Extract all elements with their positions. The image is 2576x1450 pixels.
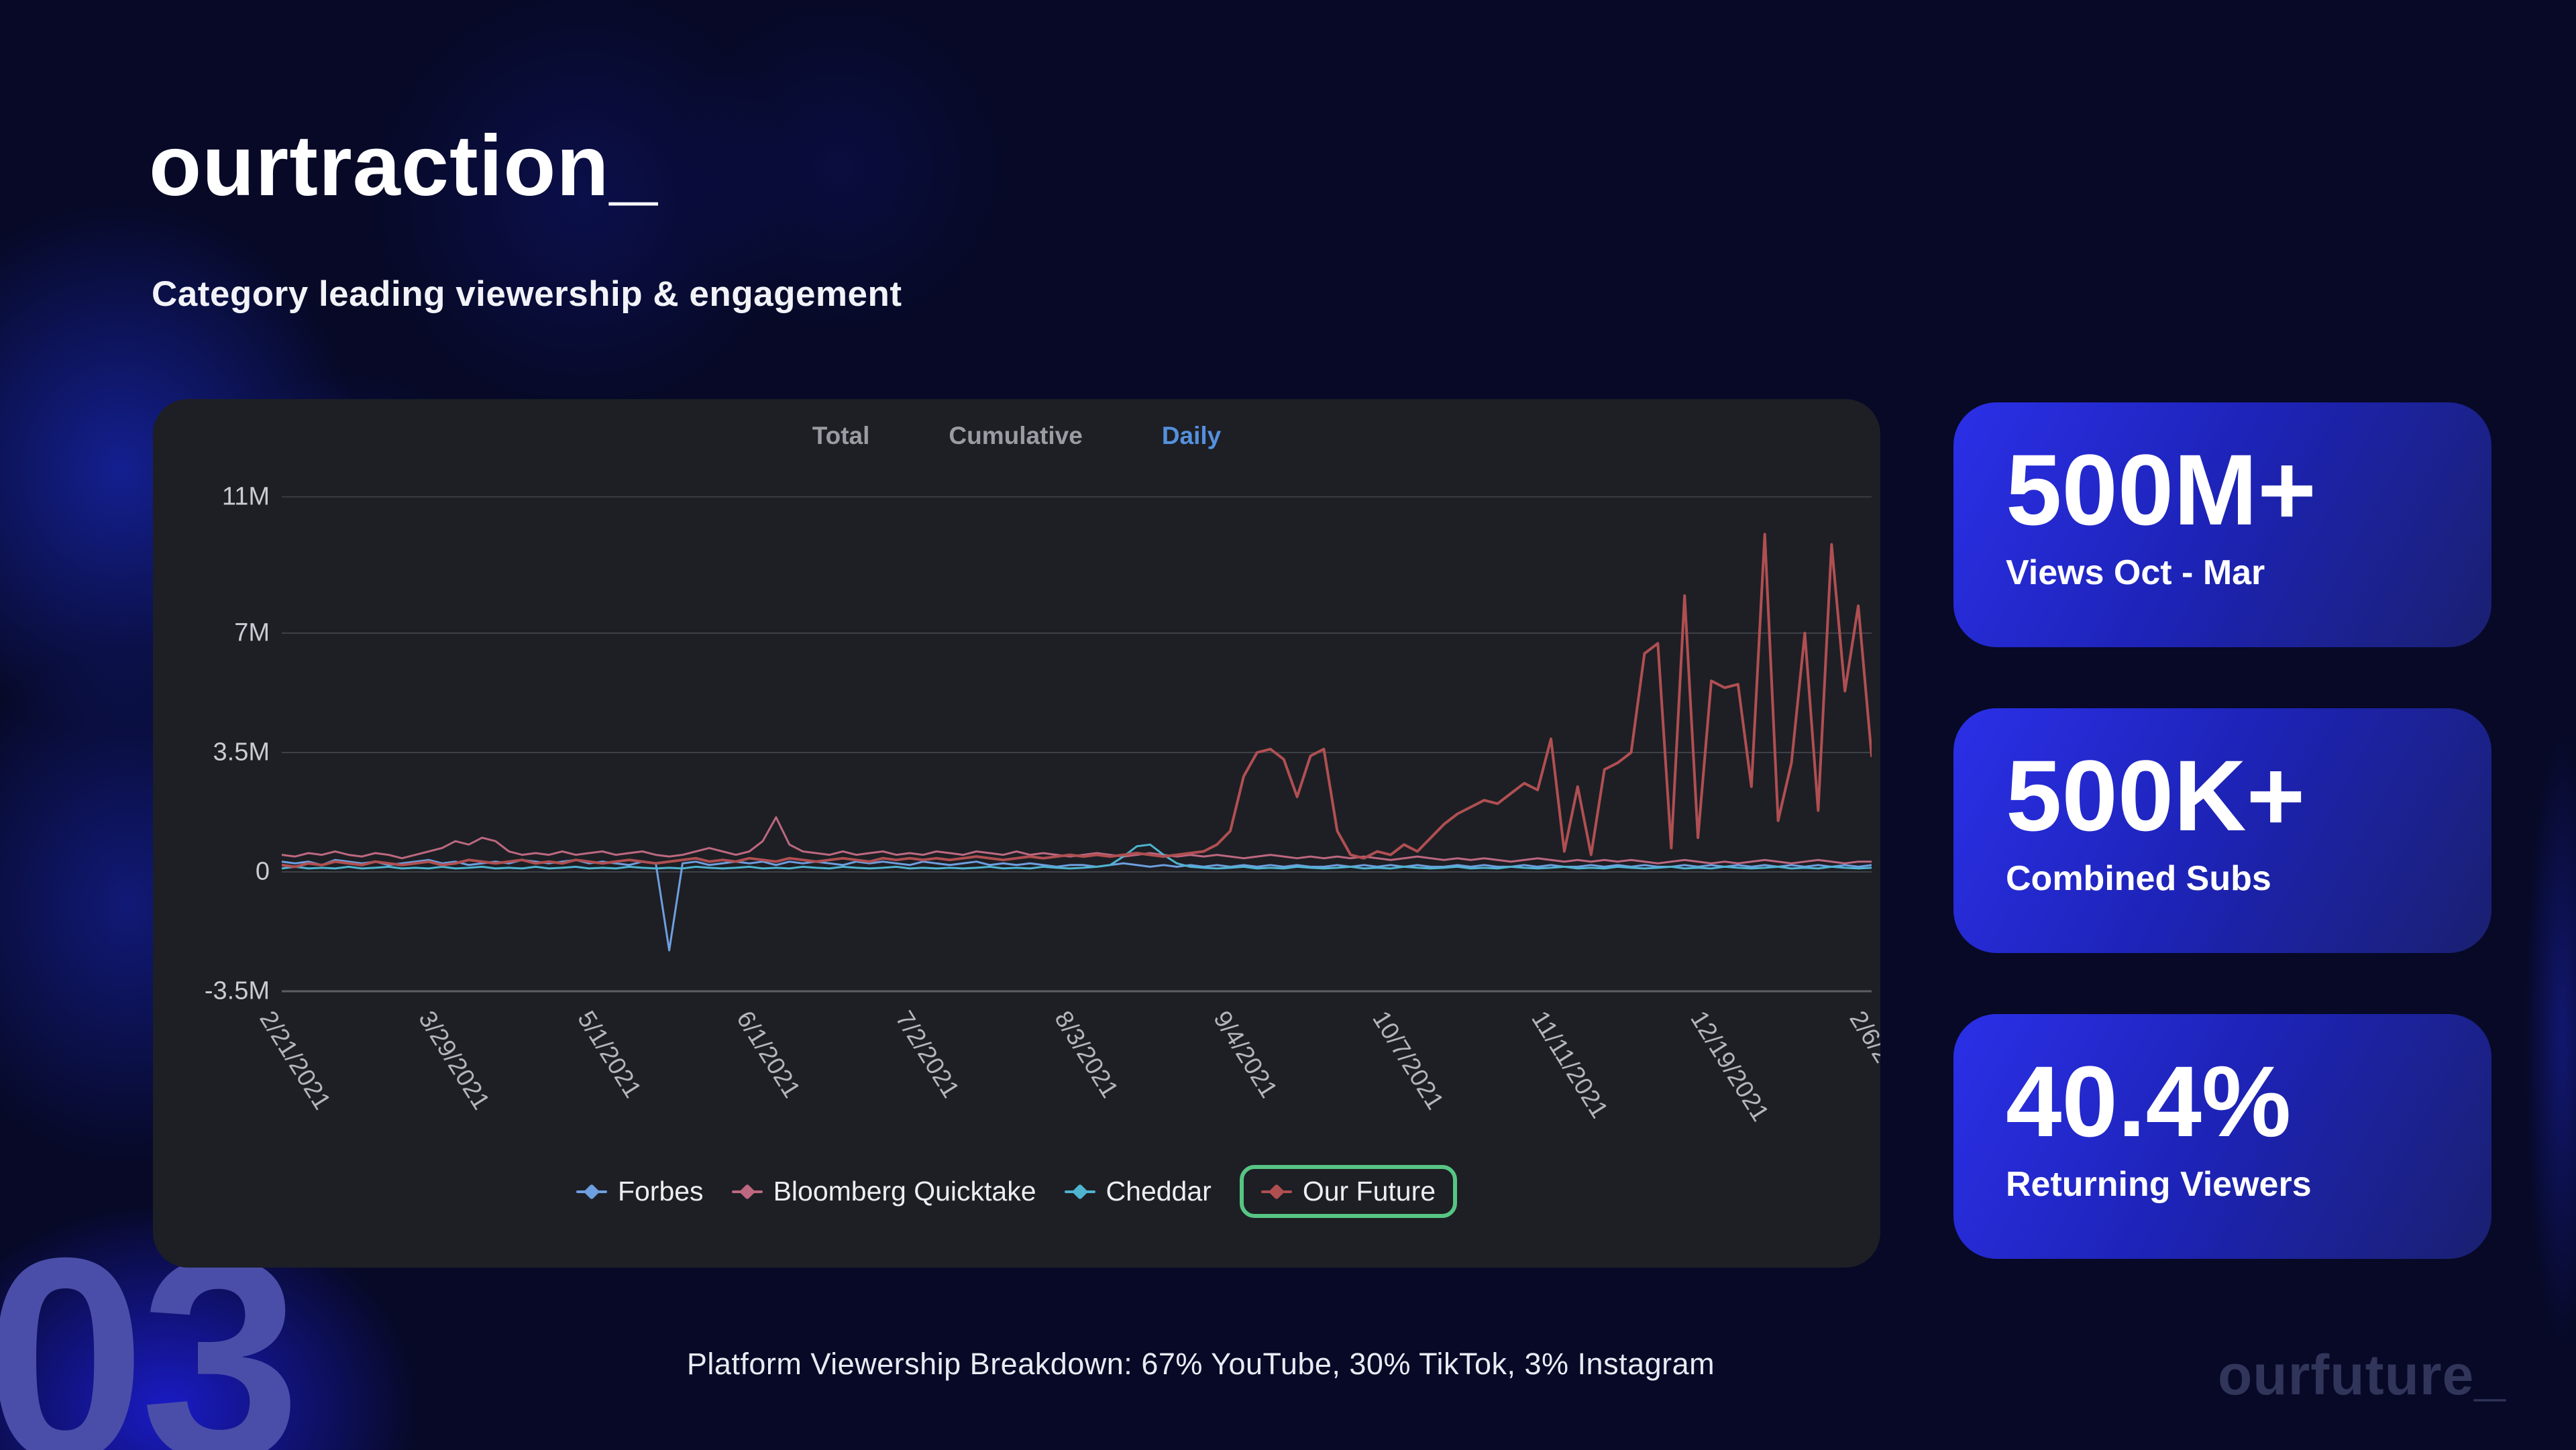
stat-value: 500M+ [2006,433,2316,546]
tab-daily[interactable]: Daily [1161,422,1222,449]
legend-item-our-future[interactable]: Our Future [1239,1165,1458,1218]
stat-card: 40.4% Returning Viewers [1953,1014,2491,1259]
x-tick-label: 5/1/2021 [572,1006,647,1103]
stat-value: 500K+ [2006,739,2306,852]
y-tick-label: 11M [221,482,270,511]
stat-value: 40.4% [2006,1045,2292,1158]
x-tick-label: 8/3/2021 [1049,1006,1124,1103]
x-tick-label: 2/21/2021 [254,1006,337,1115]
x-tick-label: 12/19/2021 [1685,1006,1775,1126]
tab-cumulative[interactable]: Cumulative [949,422,1083,449]
y-axis-labels: 11M 7M 3.5M 0 -3.5M [169,482,270,1006]
legend-label: Cheddar [1106,1176,1212,1207]
legend-label: Bloomberg Quicktake [773,1176,1036,1207]
y-tick-label: 3.5M [213,738,270,767]
x-tick-label: 10/7/2021 [1367,1006,1450,1115]
page-subtitle: Category leading viewership & engagement [152,274,902,314]
legend-marker-icon [1260,1183,1292,1200]
stat-label: Returning Viewers [2006,1164,2312,1204]
y-tick-label: 0 [255,857,270,886]
legend-marker-icon [731,1183,763,1200]
tab-total[interactable]: Total [812,422,870,449]
series-line-our-future [282,533,1872,869]
legend-label: Forbes [617,1176,704,1207]
x-tick-label: 3/29/2021 [413,1006,496,1115]
chart-legend: Forbes Bloomberg Quicktake Cheddar Our Futu… [153,1165,1880,1218]
legend-marker-icon [576,1183,607,1200]
x-tick-label: 6/1/2021 [731,1006,806,1103]
brand-watermark: ourfuture_ [2218,1343,2506,1406]
legend-label: Our Future [1302,1176,1436,1207]
page-title: ourtraction_ [149,118,658,214]
legend-item-cheddar[interactable]: Cheddar [1064,1176,1212,1207]
edge-glow [2509,604,2576,1450]
legend-item-forbes[interactable]: Forbes [576,1176,704,1207]
chart-panel: Total Cumulative Daily 11M 7M 3.5M 0 -3.5M 2/2… [153,399,1880,1268]
stat-cards: 500M+ Views Oct - Mar 500K+ Combined Subs 40… [1953,402,2491,1259]
x-tick-label: 9/4/2021 [1208,1006,1283,1103]
series-line-cheddar [282,843,1872,870]
y-tick-label: -3.5M [204,977,270,1005]
stat-card: 500M+ Views Oct - Mar [1953,402,2491,647]
stat-card: 500K+ Combined Subs [1953,708,2491,953]
footer-caption: Platform Viewership Breakdown: 67% YouTu… [686,1347,1715,1381]
legend-item-bloomberg-quicktake[interactable]: Bloomberg Quicktake [731,1176,1036,1207]
line-chart [282,496,1872,993]
y-tick-label: 7M [234,618,270,647]
stat-label: Combined Subs [2006,858,2271,898]
series-line-forbes [282,858,1872,952]
x-tick-label: 11/11/2021 [1526,1006,1614,1123]
chart-tabs: Total Cumulative Daily [153,422,1880,450]
background-glow [604,0,1073,402]
x-tick-label: 7/2/2021 [890,1006,965,1103]
stat-label: Views Oct - Mar [2006,553,2265,592]
x-tick-label: 2/6/2022 [1844,1006,1880,1103]
legend-marker-icon [1064,1183,1095,1200]
